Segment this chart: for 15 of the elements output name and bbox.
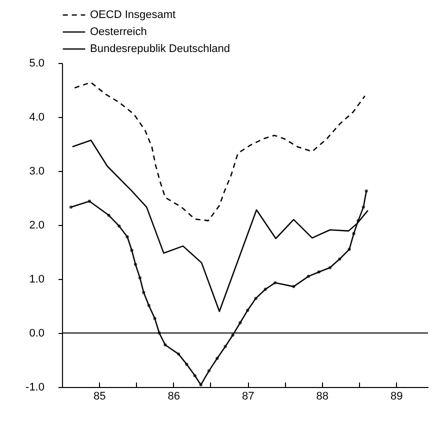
y-tick-label: 5.0 bbox=[29, 58, 44, 70]
y-tick-label: 1.0 bbox=[29, 274, 44, 286]
x-tick-label: 86 bbox=[168, 390, 180, 402]
x-tick-label: 85 bbox=[93, 390, 106, 402]
legend-label: OECD Insgesamt bbox=[90, 9, 176, 21]
y-tick-label: 3.0 bbox=[29, 166, 44, 178]
x-tick-label: 88 bbox=[316, 390, 328, 402]
x-tick-label: 89 bbox=[390, 390, 403, 402]
legend-label: Oesterreich bbox=[90, 26, 147, 38]
legend-label: Bundesrepublik Deutschland bbox=[90, 43, 230, 55]
y-tick-label: 2.0 bbox=[29, 220, 44, 232]
y-tick-label: -1.0 bbox=[26, 382, 44, 394]
y-tick-label: 0.0 bbox=[29, 328, 44, 340]
x-tick-label: 87 bbox=[242, 390, 254, 402]
y-tick-label: 4.0 bbox=[29, 112, 44, 124]
